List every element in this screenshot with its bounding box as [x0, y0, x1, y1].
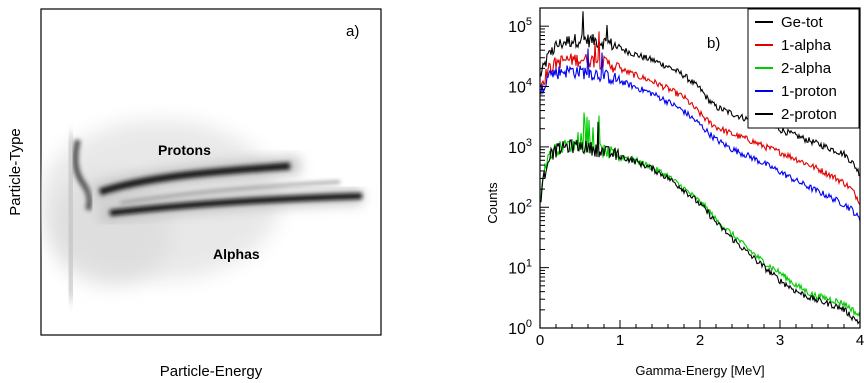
- y-tick-label: 102: [508, 197, 532, 217]
- series-line-2-alpha: [540, 112, 860, 318]
- panel-b-ylabel: Counts: [485, 182, 500, 224]
- proton-band: [98, 162, 291, 196]
- legend-label-1-proton: 1-proton: [781, 83, 837, 100]
- y-tick-label: 103: [508, 137, 532, 157]
- legend-label-1-alpha: 1-alpha: [781, 37, 832, 54]
- legend-label-2-proton: 2-proton: [781, 106, 837, 123]
- low-energy-core: [72, 139, 93, 211]
- legend-entry-1-proton: 1-proton: [755, 83, 837, 100]
- panel-a-label: a): [346, 23, 359, 40]
- x-tick-label: 2: [696, 332, 704, 349]
- alpha-band: [109, 193, 363, 216]
- low-energy-streak: [64, 134, 77, 301]
- y-tick-label: 100: [508, 318, 532, 338]
- series-layer: [540, 11, 860, 325]
- legend-label-ge-tot: Ge-tot: [781, 14, 824, 31]
- x-tick-label: 0: [536, 332, 544, 349]
- legend-entry-2-proton: 2-proton: [755, 106, 837, 123]
- tick-layer: 0 1 2 3 4 100 101 102 103 104 105: [508, 7, 864, 349]
- panel-a-xlabel: Particle-Energy: [160, 363, 263, 380]
- middle-band: [119, 180, 341, 205]
- series-line-1-proton: [540, 48, 860, 222]
- series-line-1-alpha: [540, 31, 860, 205]
- legend-label-2-alpha: 2-alpha: [781, 60, 832, 77]
- particle-density-map: [41, 120, 363, 301]
- legend: Ge-tot 1-alpha 2-alpha 1-proton 2-proton: [747, 8, 860, 129]
- y-tick-label: 105: [508, 16, 532, 36]
- panel-b-xlabel: Gamma-Energy [MeV]: [635, 363, 764, 378]
- particle-id-panel: a) Protons Alphas Particle-Energy Partic…: [7, 8, 382, 380]
- series-line-ge-tot: [540, 11, 860, 177]
- legend-entry-ge-tot: Ge-tot: [755, 14, 824, 31]
- alphas-annotation: Alphas: [213, 246, 260, 262]
- x-tick-label: 4: [856, 332, 864, 349]
- series-line-2-proton: [540, 121, 860, 325]
- y-tick-label: 101: [508, 258, 532, 278]
- protons-annotation: Protons: [158, 142, 211, 158]
- gamma-spectrum-panel: 0 1 2 3 4 100 101 102 103 104 105 b) Gamma-Energy …: [485, 7, 864, 378]
- x-tick-label: 3: [776, 332, 784, 349]
- x-tick-label: 1: [616, 332, 624, 349]
- y-tick-label: 104: [508, 77, 532, 97]
- panel-a-ylabel: Particle-Type: [7, 128, 24, 216]
- panel-b-label: b): [707, 35, 720, 52]
- legend-entry-1-alpha: 1-alpha: [755, 37, 832, 54]
- legend-entry-2-alpha: 2-alpha: [755, 60, 832, 77]
